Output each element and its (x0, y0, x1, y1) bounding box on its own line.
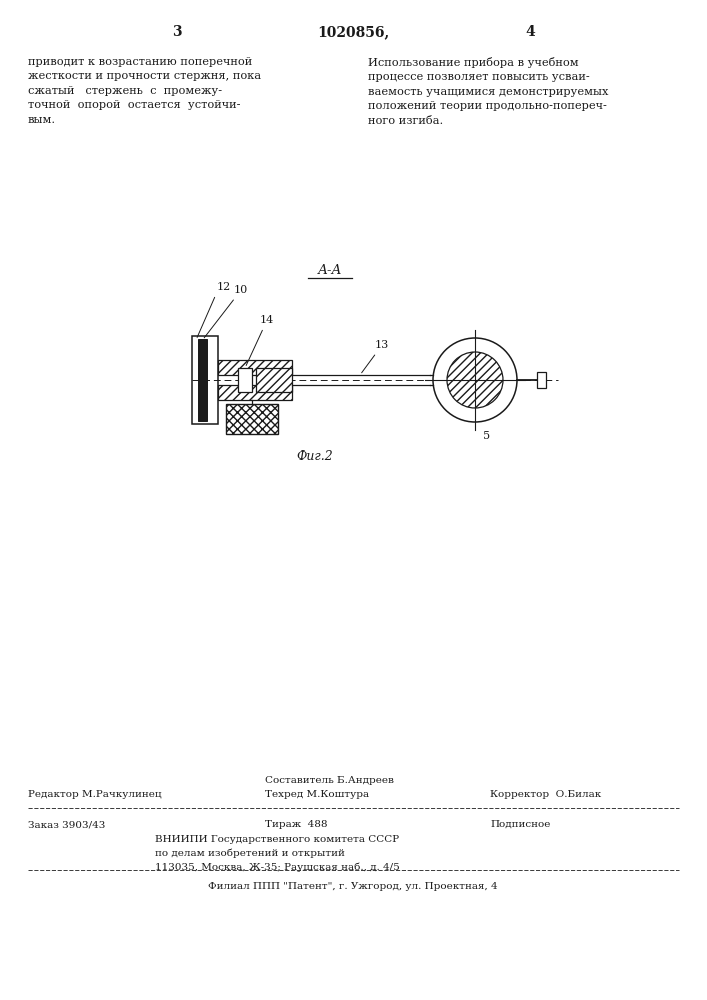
Text: 4: 4 (525, 25, 535, 39)
Text: Подписное: Подписное (490, 820, 550, 829)
Text: Филиал ППП "Патент", г. Ужгород, ул. Проектная, 4: Филиал ППП "Патент", г. Ужгород, ул. Про… (208, 882, 498, 891)
Text: приводит к возрастанию поперечной
жесткости и прочности стержня, пока
сжатый   с: приводит к возрастанию поперечной жестко… (28, 57, 261, 125)
Bar (198, 339, 207, 421)
Text: по делам изобретений и открытий: по делам изобретений и открытий (155, 849, 345, 858)
Text: 13: 13 (362, 340, 390, 373)
Text: Фиг.2: Фиг.2 (297, 450, 334, 464)
Text: ВНИИПИ Государственного комитета СССР: ВНИИПИ Государственного комитета СССР (155, 835, 399, 844)
Text: Использование прибора в учебном
процессе позволяет повысить усваи-
ваемость учащ: Использование прибора в учебном процессе… (368, 57, 609, 126)
Text: 14: 14 (246, 315, 274, 365)
Bar (192, 336, 218, 424)
Text: А-А: А-А (317, 263, 342, 276)
Text: 113035, Москва, Ж-35; Раушская наб., д. 4/5: 113035, Москва, Ж-35; Раушская наб., д. … (155, 863, 399, 872)
Text: 3: 3 (173, 25, 182, 39)
Text: 5: 5 (484, 431, 491, 441)
Bar (218, 360, 292, 375)
Text: Заказ 3903/43: Заказ 3903/43 (28, 820, 105, 829)
Text: Корректор  О.Билак: Корректор О.Билак (490, 790, 601, 799)
Bar (218, 385, 292, 400)
Text: 1020856,: 1020856, (317, 25, 389, 39)
Circle shape (447, 352, 503, 408)
Text: 12: 12 (197, 282, 231, 337)
Bar (256, 368, 292, 392)
Text: Техред М.Коштура: Техред М.Коштура (265, 790, 369, 799)
Text: Составитель Б.Андреев: Составитель Б.Андреев (265, 776, 394, 785)
Bar (226, 404, 278, 434)
Text: Тираж  488: Тираж 488 (265, 820, 327, 829)
Bar (238, 368, 252, 392)
Bar (537, 372, 546, 388)
Text: 10: 10 (204, 285, 248, 338)
Text: Редактор М.Рачкулинец: Редактор М.Рачкулинец (28, 790, 162, 799)
